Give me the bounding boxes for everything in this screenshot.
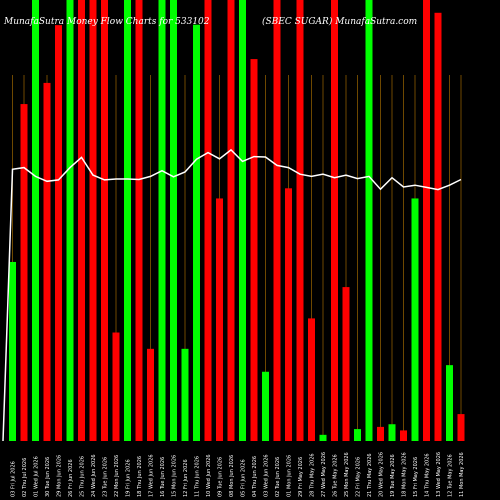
bar-8 [101,0,108,441]
money-flow-line [2,148,462,442]
x-tick-label: 17 Wed Jun 2026 [149,454,155,497]
x-tick-label: 24 Wed Jun 2026 [91,454,97,497]
x-tick-label: 25 Thu Jun 2026 [80,456,86,497]
bar-19 [227,0,235,441]
x-tick-label: 12 Tue May 2026 [448,454,454,497]
bar-29 [342,287,350,441]
x-tick-label: 03 Fri Jul 2026 [11,461,17,497]
bar-20 [239,0,246,441]
bar-14 [170,0,177,441]
bar-11 [135,0,143,441]
x-tick-label: 01 Mon Jun 2026 [287,455,293,497]
bar-31 [365,0,373,441]
x-tick-label: 22 Fri May 2026 [356,457,362,497]
bar-22 [262,371,269,441]
bar-30 [354,429,361,441]
x-tick-label: 02 Thu Jul 2026 [22,458,28,497]
bar-17 [204,0,212,441]
x-tick-label: 30 Tue Jun 2026 [45,457,51,497]
bar-33 [388,424,396,441]
x-tick-label: 15 Fri May 2026 [413,457,419,497]
x-tick-label: 05 Fri Jun 2026 [241,459,247,497]
bar-27 [319,434,327,441]
x-tick-label: 10 Wed Jun 2026 [206,454,212,497]
bar-7 [89,0,97,441]
x-tick-label: 25 Mon May 2026 [344,452,350,497]
x-tick-label: 29 Mon Jun 2026 [57,455,63,497]
x-tick-label: 27 Wed May 2026 [321,452,327,497]
x-tick-label: 02 Tue Jun 2026 [275,457,281,497]
bar-23 [273,0,281,441]
x-tick-label: 09 Tue Jun 2026 [218,457,224,497]
x-tick-label: 18 Mon May 2026 [402,452,408,497]
bar-10 [124,0,131,441]
x-tick-label: 04 Thu Jun 2026 [252,456,258,497]
bar-0 [9,261,16,441]
x-tick-label: 08 Mon Jun 2026 [229,455,235,497]
x-tick-label: 23 Tue Jun 2026 [103,457,109,497]
x-tick-label: 18 Thu Jun 2026 [137,456,143,497]
bar-18 [216,198,223,441]
bar-3 [43,82,51,442]
bar-16 [193,24,200,442]
x-tick-label: 11 Mon May 2026 [459,452,465,497]
x-tick-label: 29 Fri May 2026 [298,457,304,497]
bar-35 [411,198,419,441]
bar-21 [250,59,258,442]
bar-28 [331,0,338,441]
x-axis-labels: 03 Fri Jul 2026 02 Thu Jul 2026 01 Wed Jul… [11,452,466,497]
x-tick-label: 03 Wed Jun 2026 [264,454,270,497]
bar-38 [446,365,453,441]
bar-26 [308,318,315,441]
bar-32 [377,426,384,441]
bar-37 [434,12,442,441]
chart-title: MunafaSutra Money Flow Charts for 533102 [3,17,210,27]
bar-15 [181,348,189,441]
bar-36 [423,0,430,441]
x-tick-label: 15 Mon Jun 2026 [172,455,178,497]
x-tick-label: 13 Wed May 2026 [436,452,442,497]
bar-9 [112,332,120,441]
x-tick-label: 19 Fri Jun 2026 [126,459,132,497]
x-tick-label: 26 Tue May 2026 [333,454,339,497]
bar-5 [66,0,74,441]
x-tick-label: 20 Wed May 2026 [379,452,385,497]
bar-34 [400,430,407,441]
x-tick-label: 19 Tue May 2026 [390,454,396,497]
bar-12 [147,348,154,441]
bar-1 [20,104,28,442]
bar-24 [285,188,292,441]
bar-39 [457,414,465,441]
chart-subtitle: (SBEC SUGAR) MunafaSutra.com [262,16,417,27]
x-tick-label: 11 Thu Jun 2026 [195,456,201,497]
bar-25 [296,0,304,441]
bars-group [9,0,465,442]
x-tick-label: 14 Thu May 2026 [425,453,431,497]
x-tick-label: 22 Mon Jun 2026 [114,455,120,497]
bar-6 [78,0,85,441]
x-tick-label: 16 Tue Jun 2026 [160,457,166,497]
x-tick-label: 01 Wed Jul 2026 [34,456,40,497]
x-tick-label: 12 Fri Jun 2026 [183,459,189,497]
bar-2 [32,0,39,441]
bar-4 [55,25,62,442]
x-tick-label: 21 Thu May 2026 [367,453,373,497]
bar-13 [158,0,166,441]
x-tick-label: 28 Thu May 2026 [310,453,316,497]
x-tick-label: 26 Fri Jun 2026 [68,459,74,497]
